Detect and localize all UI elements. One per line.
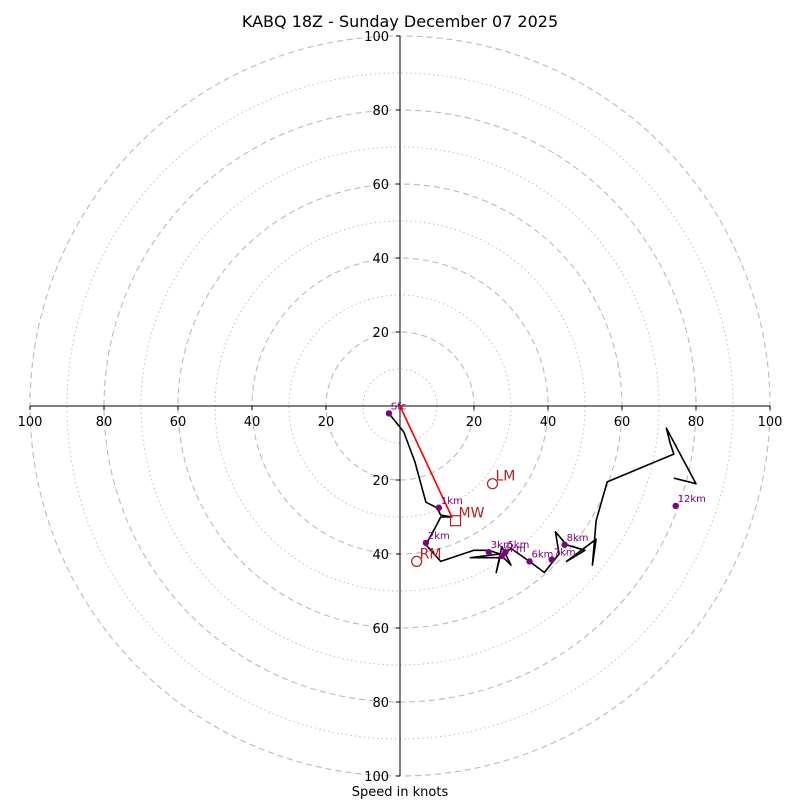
storm-motion-label: MW <box>459 506 485 522</box>
height-marker-point <box>485 548 492 556</box>
x-tick-label: 40 <box>540 415 557 430</box>
x-tick-label: 100 <box>18 415 43 430</box>
height-marker-point <box>561 541 568 548</box>
x-tick-label: 80 <box>688 415 705 430</box>
x-axis-label: Speed in knots <box>352 785 449 800</box>
y-tick-label: 80 <box>372 104 389 119</box>
height-marker-label: 6km <box>532 549 554 560</box>
height-marker-point <box>422 539 430 547</box>
axes: 100 80 60 40 20 20 40 60 80 100 100 80 60 40 20 20 40 60 8… <box>18 30 783 785</box>
height-marker-label: 4km <box>504 544 526 555</box>
height-marker-label: 5km <box>507 540 529 551</box>
height-marker-point <box>526 558 533 565</box>
height-marker-point <box>502 548 509 556</box>
storm-motion-marker <box>486 478 499 490</box>
x-tick-label: 20 <box>466 415 483 430</box>
height-marker-label: 2km <box>428 531 450 542</box>
x-tick-label: 40 <box>244 415 261 430</box>
storm-motion-label: RM <box>420 546 442 562</box>
chart-title: KABQ 18Z - Sunday December 07 2025 <box>242 12 558 31</box>
y-tick-label: 80 <box>372 696 389 711</box>
height-marker-label: 12km <box>678 494 706 505</box>
height-marker-label: 1km <box>441 496 463 507</box>
y-tick-label: 60 <box>372 178 389 193</box>
y-tick-label: 60 <box>372 622 389 637</box>
height-marker-point <box>435 504 443 511</box>
height-marker-point <box>548 556 555 563</box>
height-marker-point <box>385 410 393 417</box>
x-tick-label: 80 <box>96 415 113 430</box>
height-marker-label: Sfc <box>391 401 406 412</box>
x-tick-label: 60 <box>614 415 631 430</box>
hodograph-trace-group <box>388 405 697 574</box>
y-tick-label: 20 <box>372 326 389 341</box>
x-tick-label: 20 <box>318 415 335 430</box>
y-tick-label: 40 <box>372 548 389 563</box>
y-tick-label: 20 <box>372 474 389 489</box>
y-tick-label: 40 <box>372 252 389 267</box>
storm-motion-label: LM <box>496 469 516 485</box>
height-marker-label: 8km <box>567 533 589 544</box>
storm-motion-markers: LM RM MW <box>411 469 516 568</box>
x-tick-label: 100 <box>758 415 783 430</box>
y-tick-label: 100 <box>364 30 389 45</box>
bulk-shear-line <box>399 405 453 518</box>
storm-motion-marker <box>449 515 462 527</box>
x-tick-label: 60 <box>170 415 187 430</box>
height-marker-label: 7km <box>554 548 576 559</box>
height-marker-label: 3km <box>491 540 513 551</box>
height-marker-point <box>672 502 679 510</box>
y-tick-label: 100 <box>364 770 389 785</box>
storm-motion-marker <box>411 555 423 568</box>
